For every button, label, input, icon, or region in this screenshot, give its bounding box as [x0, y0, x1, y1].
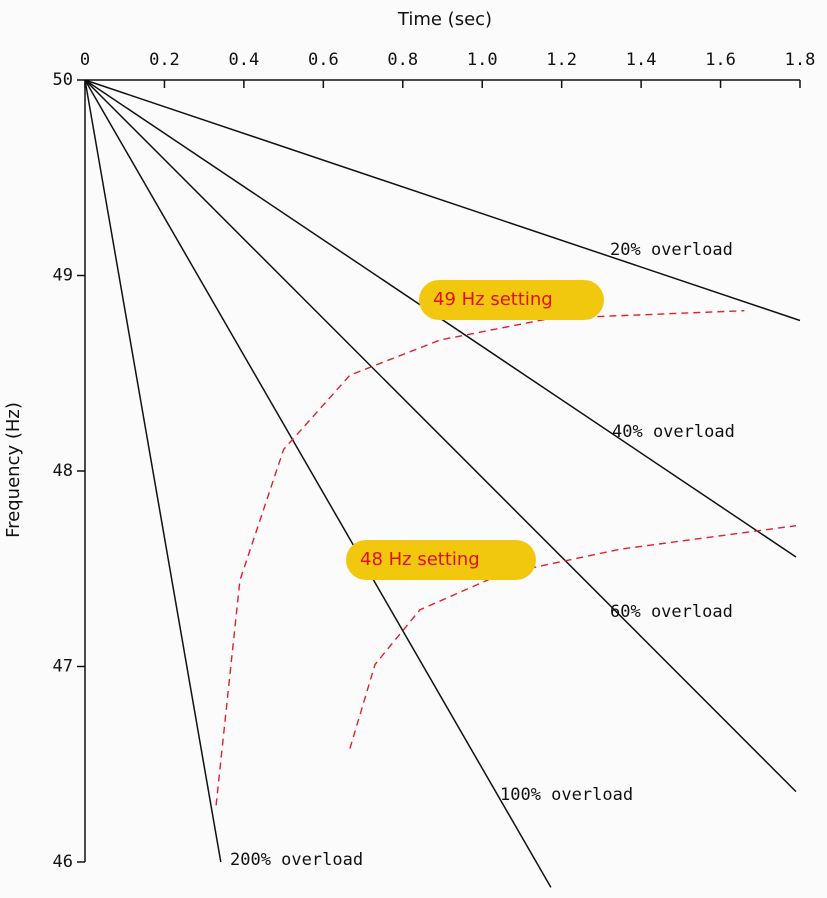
line-series	[84, 79, 797, 793]
x-tick-label: 1.8	[785, 50, 816, 70]
x-tick-label: 0	[80, 50, 90, 70]
x-tick-label: 1.4	[626, 50, 657, 70]
series-label: 60% overload	[610, 602, 733, 622]
series-label: 48 Hz setting	[360, 549, 480, 570]
label-highlight	[346, 540, 536, 580]
x-tick-label: 0.8	[387, 50, 418, 70]
series-label: 49 Hz setting	[433, 289, 553, 310]
line-series	[84, 79, 552, 888]
x-tick-label: 0.4	[229, 50, 260, 70]
label-highlight	[419, 280, 604, 320]
series-label: 100% overload	[500, 785, 633, 805]
y-tick-label: 49	[53, 266, 73, 286]
x-tick-label: 1.6	[705, 50, 736, 70]
x-tick-label: 0.2	[149, 50, 180, 70]
series-label: 200% overload	[230, 850, 363, 870]
x-tick-label: 0.6	[308, 50, 339, 70]
series-label: 40% overload	[612, 422, 735, 442]
x-tick-label: 1.2	[546, 50, 577, 70]
y-tick-label: 47	[53, 657, 73, 677]
y-tick-label: 50	[53, 70, 73, 90]
y-axis-title: Frequency (Hz)	[3, 402, 24, 538]
line-series	[84, 79, 222, 863]
x-tick-label: 1.0	[467, 50, 498, 70]
x-axis-title: Time (sec)	[397, 9, 492, 30]
y-tick-label: 46	[53, 852, 73, 872]
y-tick-label: 48	[53, 461, 73, 481]
line-series	[84, 79, 801, 322]
series-label: 20% overload	[610, 240, 733, 260]
line-series	[349, 525, 797, 749]
